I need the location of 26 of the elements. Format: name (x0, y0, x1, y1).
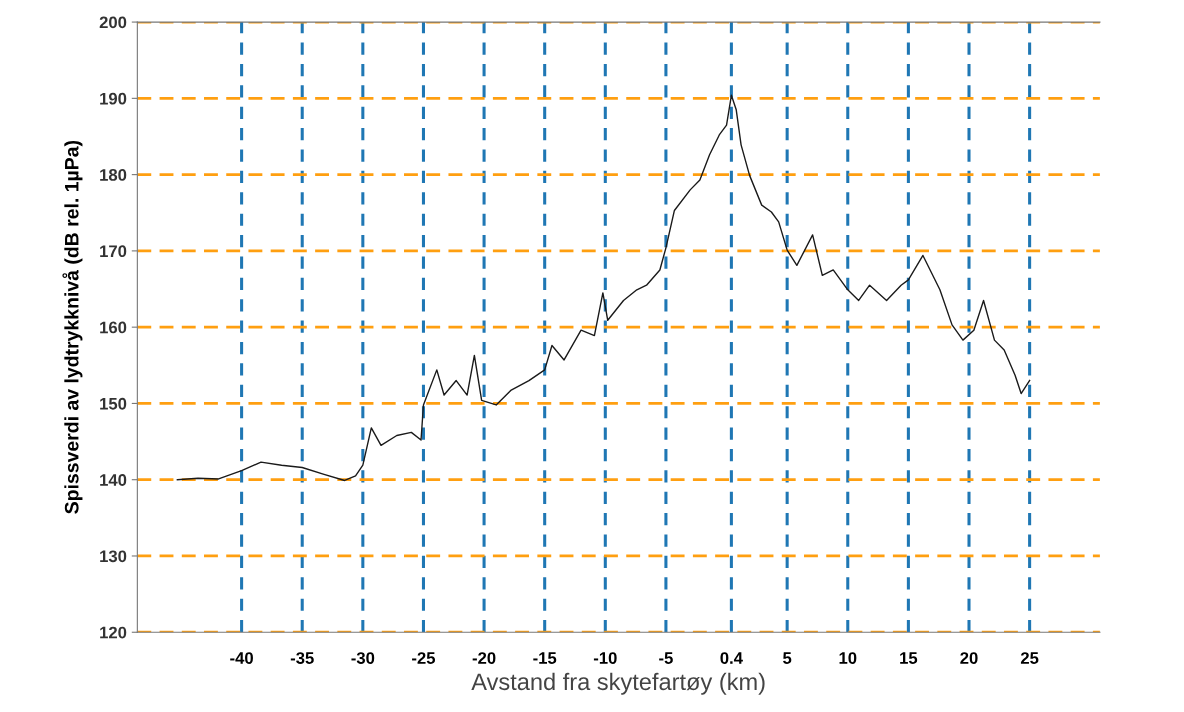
x-tick-label: -10 (593, 652, 617, 664)
y-tick-label: 150 (100, 397, 127, 410)
x-tick-label: -30 (351, 652, 375, 664)
x-tick-label: -5 (659, 652, 673, 664)
y-axis-title: Spissverdi av lydtrykknivå (dB rel. 1µPa) (62, 140, 83, 514)
x-tick-label: 10 (839, 652, 857, 664)
x-tick-label: 25 (1020, 652, 1039, 664)
x-tick-label: -35 (290, 652, 314, 664)
y-tick-label: 160 (100, 321, 127, 334)
x-axis-title: Avstand fra skytefartøy (km) (471, 672, 765, 695)
y-tick-label: 180 (100, 169, 127, 181)
y-tick-label: 190 (100, 92, 127, 105)
y-tick-label: 140 (100, 474, 127, 486)
x-tick-label: 15 (900, 652, 918, 664)
x-tick-label: -20 (472, 652, 496, 664)
y-tick-label: 130 (100, 550, 127, 563)
x-tick-label: -15 (533, 652, 557, 664)
y-tick-label: 170 (100, 245, 127, 258)
y-tick-label: 200 (99, 16, 127, 29)
x-tick-label: 0.4 (720, 652, 743, 664)
line-series (176, 94, 1031, 482)
x-tick-label: 20 (960, 652, 978, 664)
x-tick-label: -25 (412, 652, 436, 664)
x-tick-label: 5 (783, 652, 792, 664)
y-tick-label: 120 (100, 626, 127, 639)
x-tick-label: -40 (230, 652, 253, 664)
